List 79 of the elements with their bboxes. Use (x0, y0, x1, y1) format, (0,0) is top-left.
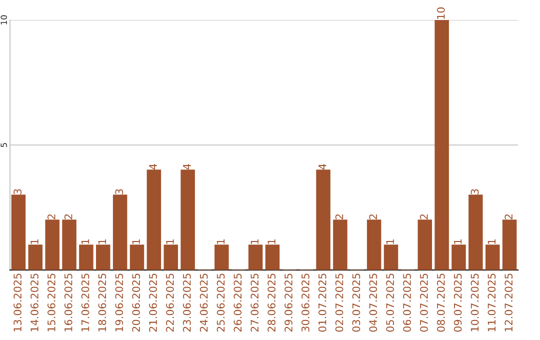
x-tick-label: 20.06.2025 (132, 274, 140, 332)
x-tick-label: 19.06.2025 (115, 274, 124, 332)
x-tick-label: 03.07.2025 (352, 274, 360, 332)
x-tick-label: 26.06.2025 (234, 274, 242, 332)
x-tick-label: 25.06.2025 (216, 274, 225, 332)
bar (146, 170, 162, 270)
data-label: 1 (216, 239, 225, 244)
bar (11, 194, 26, 270)
x-tick-label: 21.06.2025 (149, 274, 157, 332)
x-tick-label: 15.06.2025 (47, 274, 56, 332)
x-tick-label: 11.07.2025 (488, 274, 496, 332)
bar (164, 244, 178, 270)
bar (468, 194, 483, 270)
data-label: 4 (183, 164, 191, 170)
bar (418, 220, 432, 270)
data-label: 2 (64, 214, 72, 220)
data-label: 4 (318, 164, 326, 170)
data-label: 2 (335, 214, 344, 220)
bar (79, 244, 94, 270)
x-tick-label: 18.06.2025 (98, 274, 106, 332)
data-label: 1 (386, 239, 394, 244)
bar (130, 244, 144, 270)
bar (384, 244, 398, 270)
x-tick-label: 13.06.2025 (14, 274, 22, 332)
x-tick-label: 12.07.2025 (504, 274, 513, 332)
x-tick-label: 10.07.2025 (470, 274, 479, 332)
bar (316, 170, 330, 270)
data-label: 3 (14, 189, 22, 194)
x-tick-label: 14.06.2025 (30, 274, 38, 332)
bar (62, 220, 76, 270)
data-label: 4 (149, 164, 157, 170)
x-tick-label: 05.07.2025 (386, 274, 394, 332)
data-label: 1 (98, 239, 106, 244)
data-label: 1 (30, 239, 38, 244)
bar (45, 220, 60, 270)
bar (485, 244, 500, 270)
x-tick-label: 09.07.2025 (454, 274, 462, 332)
x-tick-label: 01.07.2025 (318, 274, 326, 332)
bar (96, 244, 110, 270)
x-tick-label: 22.06.2025 (166, 274, 174, 332)
x-tick-label: 29.06.2025 (284, 274, 292, 332)
data-label: 1 (81, 239, 90, 244)
bar (434, 20, 449, 270)
data-label: 2 (504, 214, 512, 220)
bar (366, 220, 382, 270)
bar (28, 244, 43, 270)
data-label: 2 (420, 214, 428, 220)
x-tick-label: 30.06.2025 (301, 274, 310, 332)
data-label: 1 (166, 239, 174, 244)
data-label: 2 (47, 214, 56, 220)
bar (248, 244, 263, 270)
x-tick-label: 27.06.2025 (250, 274, 259, 332)
x-tick-label: 23.06.2025 (182, 274, 191, 332)
x-tick-label: 06.07.2025 (403, 274, 411, 332)
data-label: 10 (436, 7, 445, 19)
bar (112, 194, 128, 270)
bar (265, 244, 280, 270)
bar (180, 170, 195, 270)
data-label: 1 (268, 239, 276, 244)
data-label: 1 (132, 239, 140, 244)
x-tick-label: 04.07.2025 (369, 274, 378, 332)
data-label: 2 (369, 214, 377, 220)
x-tick-label: 24.06.2025 (200, 274, 208, 332)
bar (452, 244, 466, 270)
x-tick-label: 17.06.2025 (81, 274, 90, 332)
x-tick-label: 28.06.2025 (268, 274, 276, 332)
bar (502, 220, 517, 270)
data-label: 1 (250, 239, 258, 244)
data-label: 1 (488, 239, 496, 244)
data-label: 3 (115, 189, 124, 194)
y-tick-label: 5 (0, 143, 7, 148)
x-tick-label: 02.07.2025 (335, 274, 344, 332)
data-label: 1 (454, 239, 462, 244)
bar (333, 220, 348, 270)
x-tick-label: 07.07.2025 (420, 274, 428, 332)
bar (214, 244, 229, 270)
data-label: 3 (470, 189, 479, 194)
x-tick-label: 08.07.2025 (436, 274, 445, 332)
x-tick-label: 16.06.2025 (64, 274, 72, 332)
